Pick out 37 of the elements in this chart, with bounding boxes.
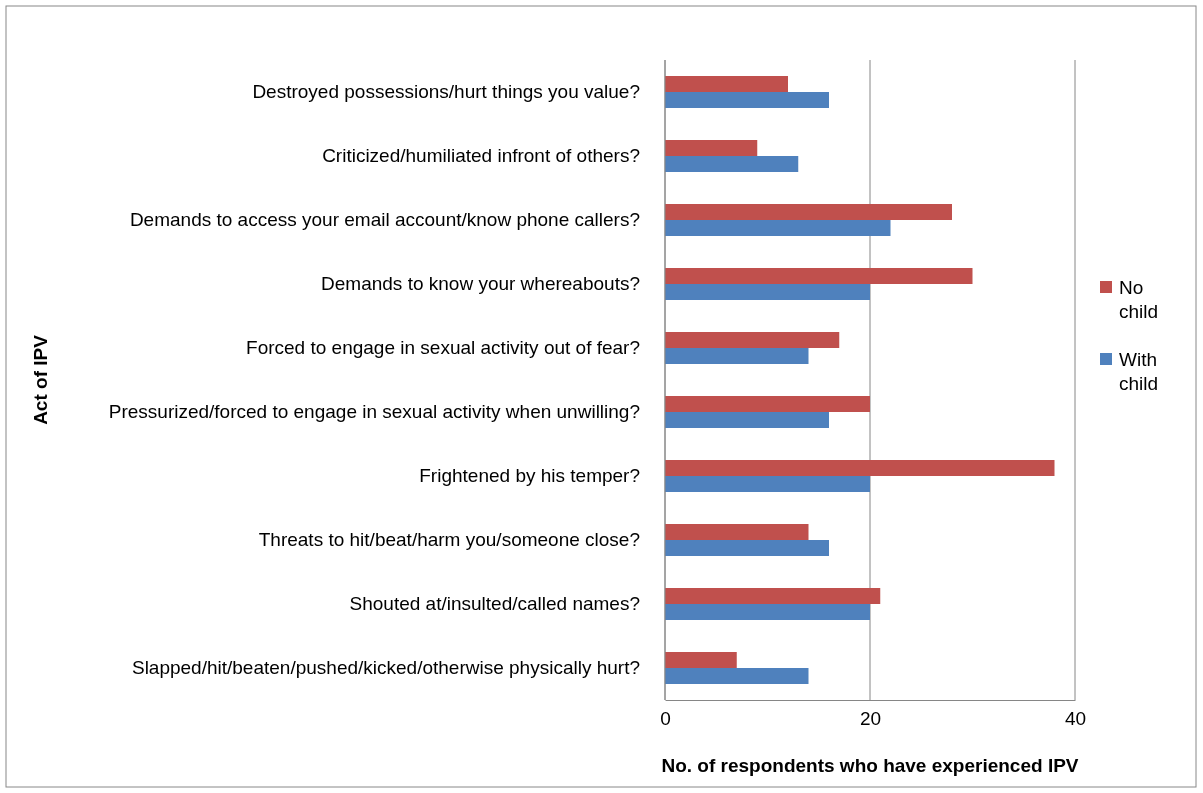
x-tick-label: 20	[859, 708, 882, 730]
bar	[665, 412, 829, 428]
y-tick-label: Criticized/humiliated infront of others?	[322, 145, 640, 166]
bar	[665, 76, 788, 92]
y-tick-label: Shouted at/insulted/called names?	[349, 593, 640, 614]
bar	[665, 348, 809, 364]
bar	[665, 668, 809, 684]
legend-label: With child	[1119, 349, 1159, 394]
bar	[665, 92, 829, 108]
bar	[665, 220, 891, 236]
x-axis-title: No. of respondents who have experienced IPV	[661, 755, 1079, 776]
legend-label: No child	[1119, 277, 1159, 322]
y-tick-label: Forced to engage in sexual activity out of fear?	[246, 337, 640, 358]
bar	[665, 396, 870, 412]
x-tick-label: 0	[660, 708, 671, 730]
bar	[665, 140, 758, 156]
y-tick-label: Demands to know your whereabouts?	[321, 273, 640, 294]
bar	[665, 540, 829, 556]
y-axis-title: Act of IPV	[30, 334, 51, 425]
y-tick-label: Destroyed possessions/hurt things you value?	[252, 81, 640, 102]
bar	[665, 156, 799, 172]
bar	[665, 268, 973, 284]
bar	[665, 332, 840, 348]
bar	[665, 476, 870, 492]
x-tick-label: 40	[1064, 708, 1087, 730]
y-tick-label: Threats to hit/beat/harm you/someone close?	[258, 529, 640, 550]
y-tick-label: Pressurized/forced to engage in sexual activity when unwilling?	[108, 401, 640, 422]
bar	[665, 204, 952, 220]
bar	[665, 524, 809, 540]
bar	[665, 604, 870, 620]
bar	[665, 284, 870, 300]
y-tick-label: Frightened by his temper?	[419, 465, 640, 486]
bar	[665, 588, 881, 604]
bar	[665, 460, 1055, 476]
y-tick-label: Demands to access your email account/know phone callers?	[129, 209, 640, 230]
y-tick-label: Slapped/hit/beaten/pushed/kicked/otherwise physically hurt?	[131, 657, 640, 678]
bar	[665, 652, 737, 668]
